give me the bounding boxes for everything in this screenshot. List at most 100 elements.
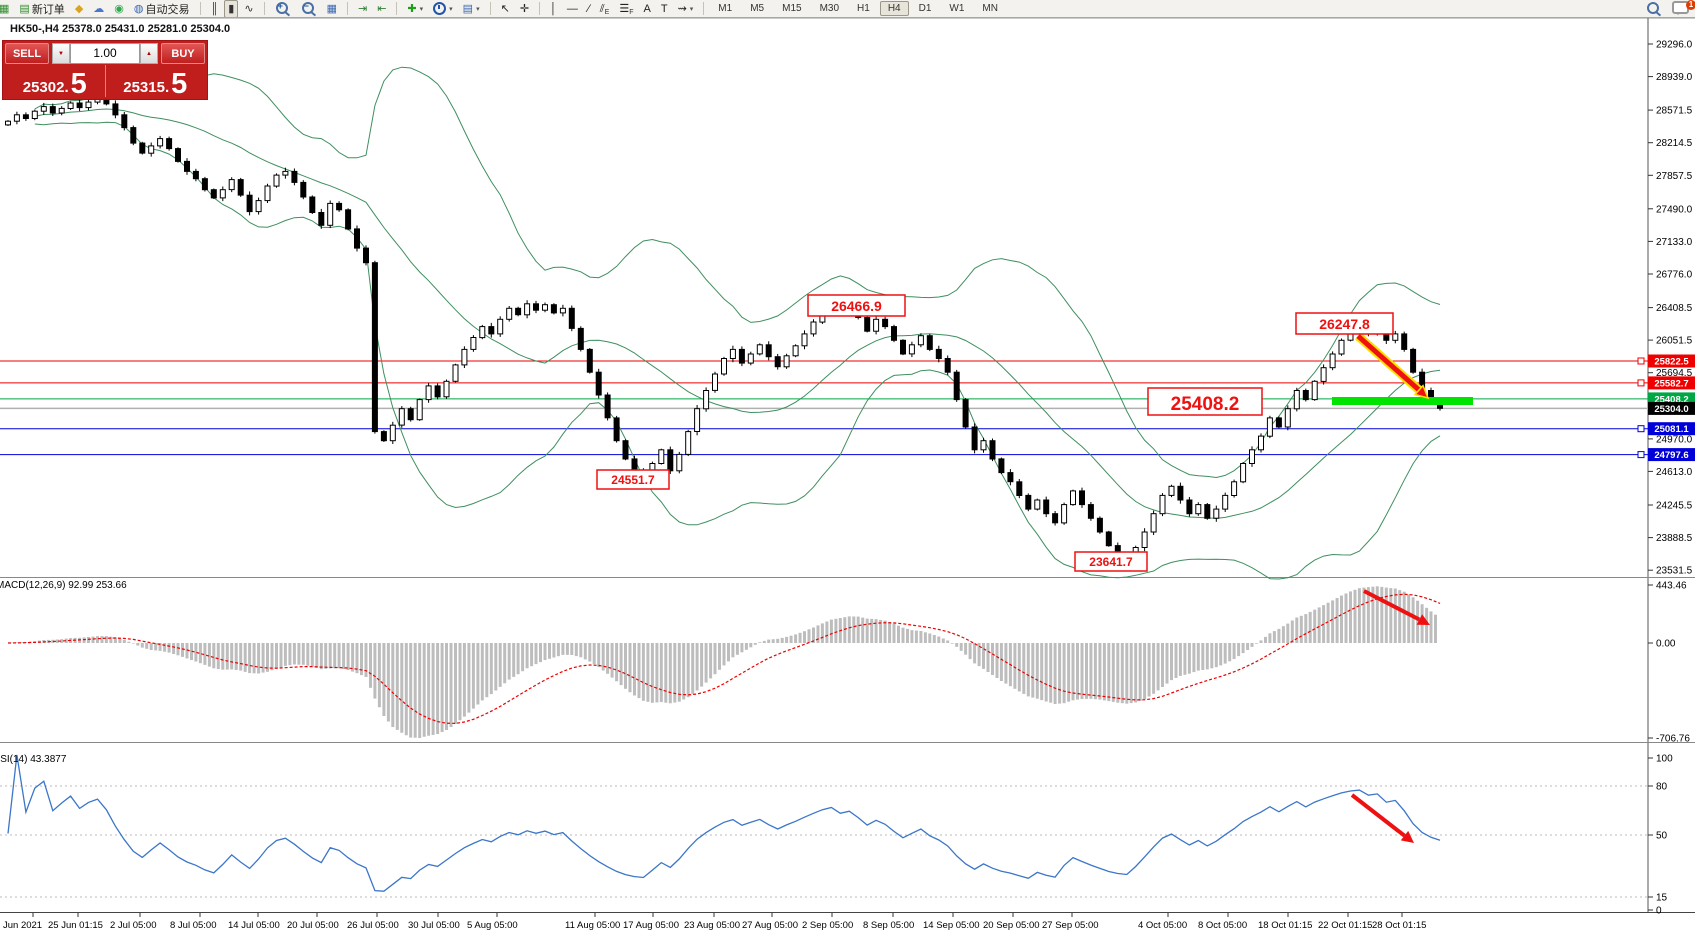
market-watch-icon[interactable]: ◆ xyxy=(74,2,84,15)
tf-button-w1[interactable]: W1 xyxy=(949,3,965,14)
svg-text:-706.76: -706.76 xyxy=(1656,734,1690,745)
svg-text:24970.0: 24970.0 xyxy=(1656,434,1693,445)
chart-grid-icon[interactable]: ▦ xyxy=(0,2,10,15)
sell-price-main: 25302. xyxy=(22,78,69,96)
tf-button-h1[interactable]: H1 xyxy=(857,3,870,14)
svg-text:20 Sep 05:00: 20 Sep 05:00 xyxy=(983,920,1040,931)
buy-button[interactable]: BUY xyxy=(161,43,205,64)
buy-price-main: 25315. xyxy=(123,78,170,96)
candlesticks xyxy=(5,96,1443,562)
svg-text:27857.5: 27857.5 xyxy=(1656,171,1693,182)
search-icon[interactable] xyxy=(1642,0,1666,17)
macd-histogram xyxy=(11,586,1437,738)
tf-button-h4[interactable]: H4 xyxy=(879,1,909,16)
svg-text:80: 80 xyxy=(1656,782,1668,793)
svg-text:26408.5: 26408.5 xyxy=(1656,303,1693,314)
chat-icon[interactable]: 1 xyxy=(1668,0,1695,17)
tf-button-m30[interactable]: M30 xyxy=(819,3,840,14)
toolbar-separator xyxy=(703,2,705,15)
buy-price[interactable]: 25315. 5 xyxy=(104,65,206,100)
svg-text:Jun 2021: Jun 2021 xyxy=(3,920,42,931)
text-icon[interactable]: A xyxy=(643,2,651,15)
period-dropdown[interactable]: ▾ xyxy=(429,0,457,17)
line-chart-icon[interactable]: ∿ xyxy=(244,2,254,15)
sell-button[interactable]: SELL xyxy=(5,43,49,64)
sell-price-pip: 5 xyxy=(70,67,87,100)
svg-text:24613.0: 24613.0 xyxy=(1656,467,1693,478)
svg-text:4 Oct 05:00: 4 Oct 05:00 xyxy=(1138,920,1187,931)
rsi-level-lines xyxy=(0,785,1648,898)
svg-text:11 Aug 05:00: 11 Aug 05:00 xyxy=(565,920,620,931)
community-icon[interactable]: ☁ xyxy=(93,2,105,15)
candlestick-chart-icon[interactable]: ▮ xyxy=(224,0,239,17)
svg-text:2 Jul 05:00: 2 Jul 05:00 xyxy=(110,920,156,931)
one-click-trading-panel: SELL ▼ 1.00 ▲ BUY 25302. 5 25315. 5 xyxy=(2,40,208,100)
svg-text:50: 50 xyxy=(1656,831,1668,842)
toolbar-separator xyxy=(263,2,265,15)
svg-text:24797.6: 24797.6 xyxy=(1654,450,1688,461)
crosshair-icon[interactable]: ✛ xyxy=(519,2,530,15)
bollinger-bands xyxy=(34,66,1441,580)
template-dropdown[interactable]: ▤ ▾ xyxy=(462,2,480,15)
toolbar: ▦ ▤新订单 ◆ ☁ ◉ ◍自动交易 ║ ▮ ∿ ▦ ⇥ ⇤ ✚▾ ▾ ▤▾ ↖ ✛ │ — ∕ ⫽E ☰F AT ⇝▾ M1 M… xyxy=(0,0,1695,18)
equidistant-channel-icon[interactable]: ⫽ E xyxy=(599,2,610,16)
svg-text:26051.5: 26051.5 xyxy=(1656,336,1693,347)
toolbar-separator xyxy=(539,2,541,15)
tile-windows-icon[interactable]: ▦ xyxy=(326,2,337,15)
svg-text:14 Jul 05:00: 14 Jul 05:00 xyxy=(228,920,280,931)
vertical-line-icon[interactable]: │ xyxy=(550,2,557,15)
pane-frames xyxy=(0,17,1695,913)
sell-price[interactable]: 25302. 5 xyxy=(5,65,105,100)
svg-text:28214.5: 28214.5 xyxy=(1656,138,1693,149)
svg-text:0.00: 0.00 xyxy=(1656,639,1676,650)
svg-text:27490.0: 27490.0 xyxy=(1656,204,1693,215)
fibonacci-icon[interactable]: ☰ F xyxy=(619,2,634,16)
autotrade-button[interactable]: ◍ 自动交易 xyxy=(133,2,190,16)
svg-text:100: 100 xyxy=(1656,754,1673,765)
trendline-icon[interactable]: ∕ xyxy=(587,2,590,15)
svg-text:30 Jul 05:00: 30 Jul 05:00 xyxy=(408,920,460,931)
chart-title: HK50-,H4 25378.0 25431.0 25281.0 25304.0 xyxy=(10,23,231,35)
bar-chart-icon[interactable]: ║ xyxy=(210,2,219,15)
svg-text:28939.0: 28939.0 xyxy=(1656,72,1693,83)
svg-text:27133.0: 27133.0 xyxy=(1656,237,1693,248)
zoom-in-icon[interactable] xyxy=(271,0,295,17)
zoom-out-icon[interactable] xyxy=(297,0,321,17)
svg-text:25 Jun 01:15: 25 Jun 01:15 xyxy=(48,920,103,931)
horizontal-line-icon[interactable]: — xyxy=(566,2,578,15)
tf-button-m5[interactable]: M5 xyxy=(750,3,765,14)
auto-scroll-icon[interactable]: ⇥ xyxy=(357,2,368,15)
shapes-dropdown[interactable]: ⇝ ▾ xyxy=(677,2,694,15)
buy-price-pip: 5 xyxy=(171,67,188,100)
tf-button-d1[interactable]: D1 xyxy=(918,3,932,14)
trend-arrows[interactable] xyxy=(1350,332,1430,843)
svg-text:2 Sep 05:00: 2 Sep 05:00 xyxy=(802,920,853,931)
svg-text:29296.0: 29296.0 xyxy=(1656,40,1693,51)
svg-text:25408.2: 25408.2 xyxy=(1171,394,1240,415)
tf-button-mn[interactable]: MN xyxy=(982,3,998,14)
tf-button-m1[interactable]: M1 xyxy=(718,3,733,14)
price-flag-labels[interactable]: 26466.9 26247.8 25408.2 24551.7 23641.7 xyxy=(596,294,1394,572)
cursor-icon[interactable]: ↖ xyxy=(500,2,510,15)
volume-stepper: ▼ 1.00 ▲ xyxy=(52,43,158,64)
svg-text:24245.5: 24245.5 xyxy=(1656,500,1693,511)
svg-text:23888.5: 23888.5 xyxy=(1656,533,1693,544)
add-indicator-dropdown[interactable]: ✚ ▾ xyxy=(407,2,424,15)
svg-text:443.46: 443.46 xyxy=(1656,581,1687,592)
time-axis[interactable]: Jun 2021 25 Jun 01:15 2 Jul 05:00 8 Jul 05:… xyxy=(3,913,1426,931)
price-axis[interactable]: 29296.0 28939.0 28571.5 28214.5 27857.5 27490… xyxy=(1648,40,1695,917)
text-label-icon[interactable]: T xyxy=(660,2,668,15)
tf-button-m15[interactable]: M15 xyxy=(782,3,802,14)
volume-up-button[interactable]: ▲ xyxy=(140,43,158,64)
chart-shift-icon[interactable]: ⇤ xyxy=(377,2,387,15)
volume-down-button[interactable]: ▼ xyxy=(52,43,70,64)
svg-text:25081.1: 25081.1 xyxy=(1654,424,1689,435)
support-highlight-bar[interactable] xyxy=(1332,397,1473,405)
toolbar-separator xyxy=(199,2,201,15)
volume-value[interactable]: 1.00 xyxy=(70,43,140,64)
new-order-button[interactable]: ▤ 新订单 xyxy=(19,2,65,16)
signal-icon[interactable]: ◉ xyxy=(114,2,124,15)
svg-text:0: 0 xyxy=(1656,906,1662,917)
